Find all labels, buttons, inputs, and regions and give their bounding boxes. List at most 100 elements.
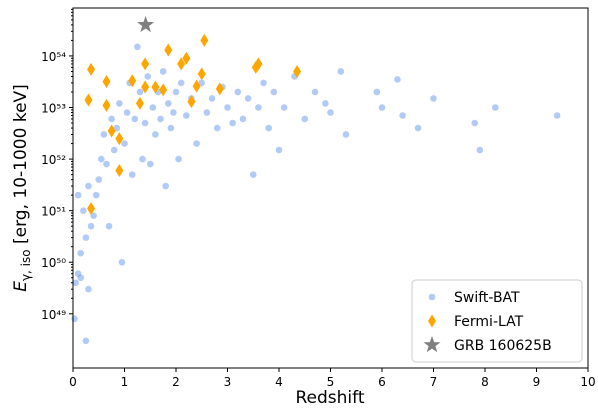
- swift-point: [275, 146, 283, 154]
- swift-point: [239, 115, 247, 123]
- swift-point: [103, 160, 110, 168]
- swift-point: [80, 207, 87, 214]
- fermi-point: [128, 74, 137, 88]
- swift-point: [399, 112, 406, 119]
- swift-point: [128, 171, 136, 178]
- swift-point: [77, 249, 85, 257]
- swift-point: [172, 88, 180, 96]
- x-tick-label: 8: [481, 375, 489, 389]
- swift-point: [183, 112, 190, 119]
- swift-point: [414, 124, 422, 132]
- swift-point: [131, 115, 139, 123]
- swift-point: [229, 119, 236, 127]
- fermi-point: [102, 74, 111, 88]
- fermi-point: [87, 62, 96, 76]
- y-tick-label: 10⁵²: [41, 153, 66, 167]
- fermi-point: [200, 33, 209, 47]
- fermi-point: [107, 124, 116, 138]
- swift-point: [118, 258, 126, 266]
- fermi-point: [141, 57, 150, 71]
- swift-point: [162, 182, 169, 190]
- swift-point: [255, 104, 262, 111]
- swift-point: [337, 68, 345, 75]
- fermi-point: [215, 82, 224, 96]
- swift-point: [136, 88, 144, 96]
- swift-point: [203, 109, 211, 116]
- fermi-point: [177, 57, 186, 71]
- swift-point: [327, 109, 334, 116]
- swift-point: [265, 124, 273, 132]
- swift-point: [144, 73, 151, 80]
- swift-point: [224, 104, 231, 111]
- fermi-point: [192, 79, 201, 93]
- fermi-point: [197, 67, 206, 81]
- fermi-point: [115, 164, 124, 178]
- swift-point: [175, 155, 182, 163]
- x-tick-label: 3: [224, 375, 232, 389]
- swift-point: [170, 109, 177, 116]
- fermi-point: [254, 57, 263, 71]
- legend-label: Fermi-LAT: [454, 314, 524, 330]
- x-tick-label: 1: [121, 375, 129, 389]
- fermi-point: [293, 64, 302, 78]
- y-tick-label: 10⁵⁰: [41, 256, 66, 270]
- fermi-point: [151, 80, 160, 94]
- fermi-point: [87, 202, 96, 216]
- swift-point: [476, 146, 484, 154]
- fermi-point: [84, 93, 93, 107]
- swift-point: [311, 88, 319, 96]
- x-axis-label: Redshift: [295, 388, 364, 408]
- x-tick-label: 2: [172, 375, 180, 389]
- swift-point: [193, 140, 200, 147]
- fermi-point: [141, 80, 150, 94]
- swift-point: [90, 212, 97, 219]
- fermi-point: [428, 314, 436, 328]
- swift-point: [373, 88, 381, 96]
- swift-point: [430, 95, 437, 102]
- fermi-point: [251, 60, 260, 74]
- swift-point: [167, 124, 175, 132]
- legend: Swift-BAT Fermi-LAT GRB 160625B: [411, 279, 583, 363]
- legend-box: [411, 279, 583, 363]
- swift-point: [378, 104, 386, 111]
- swift-point: [98, 155, 105, 163]
- swift-point: [85, 182, 92, 190]
- fermi-point: [135, 96, 144, 110]
- swift-point: [244, 95, 252, 102]
- swift-point: [270, 88, 278, 96]
- swift-point: [428, 293, 436, 301]
- x-tick-label: 9: [533, 375, 541, 389]
- plot-area: 0 1 2 3 4 5 6 7 8 9 10 10⁴⁹ 10⁵⁰ 10⁵¹ 10⁵² 10⁵³ 10⁵⁴: [41, 7, 596, 389]
- swift-point: [92, 191, 100, 199]
- y-label-rest: [erg, 10-1000 keV]: [11, 84, 31, 249]
- swift-point: [146, 160, 154, 168]
- legend-label: Swift-BAT: [454, 290, 520, 306]
- fermi-point: [115, 132, 124, 146]
- swift-point: [322, 100, 329, 107]
- y-tick-label: 10⁵¹: [41, 205, 66, 219]
- swift-point: [116, 100, 123, 107]
- x-tick-label: 0: [69, 375, 77, 389]
- fermi-point: [159, 83, 168, 97]
- y-label-sub: γ, iso: [19, 249, 33, 281]
- swift-point: [72, 279, 79, 287]
- swift-point: [100, 131, 108, 138]
- swift-point: [95, 176, 103, 183]
- fermi-point: [187, 95, 196, 109]
- swift-point: [121, 140, 128, 147]
- swift-point: [471, 119, 479, 127]
- swift-point: [149, 104, 157, 111]
- x-tick-label: 7: [430, 375, 438, 389]
- fermi-point: [102, 98, 111, 112]
- y-tick-label: 10⁴⁹: [41, 308, 66, 322]
- swift-point: [87, 222, 95, 230]
- swift-point: [113, 124, 121, 132]
- y-tick-label: 10⁵⁴: [41, 50, 66, 64]
- swift-point: [164, 100, 172, 107]
- y-tick-label: 10⁵³: [41, 102, 66, 116]
- swift-point: [213, 124, 221, 132]
- y-label-main: E: [11, 281, 31, 292]
- swift-point: [82, 337, 90, 345]
- swift-point: [134, 43, 141, 51]
- swift-point: [105, 222, 113, 230]
